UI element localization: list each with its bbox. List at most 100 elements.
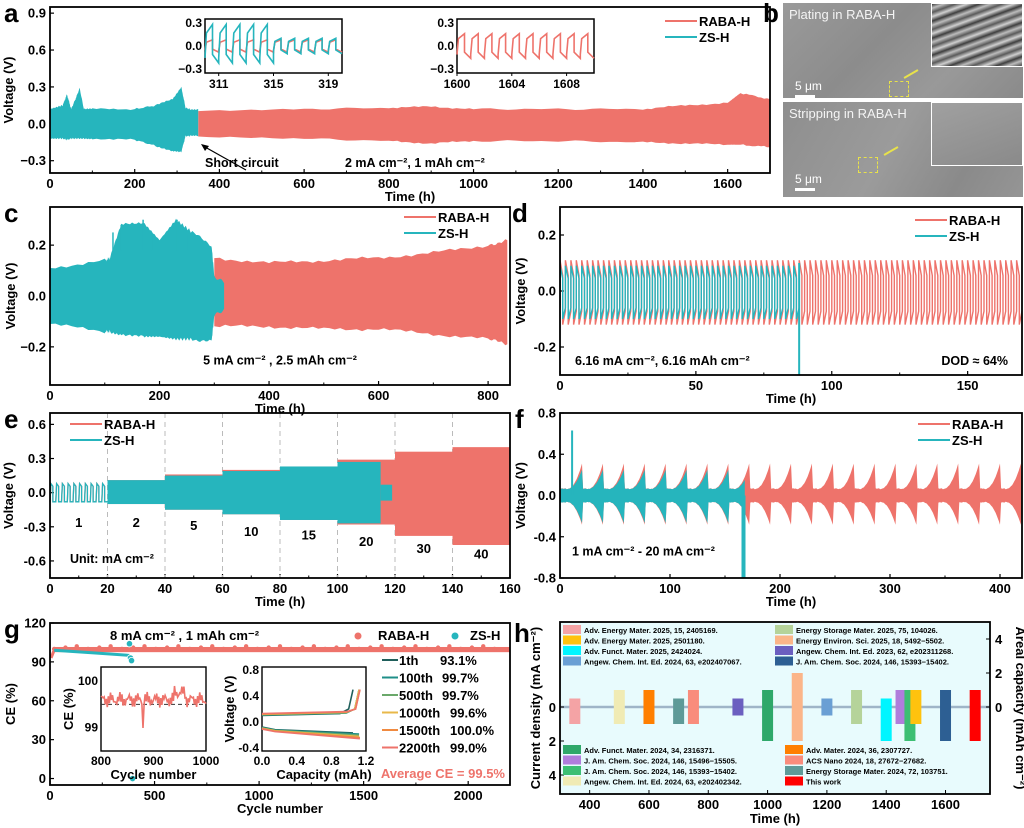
y-tick-label: 0.6 [28,43,46,58]
raba-point [368,645,373,650]
series-raba-h [214,239,508,346]
x-tick-label: 1600 [713,176,742,191]
y-tick-label: -0.8 [534,571,556,586]
raba-point [435,645,441,650]
legend-label: RABA-H [378,628,429,643]
x-tick-label: 1600 [444,77,471,91]
panel-a: 0 200 400 600 800 1000 1200 1400 1600−0.30.00.30… [1,0,771,204]
x-tick-label: 0 [556,581,563,596]
y-tick-label: 30 [32,732,46,747]
plot-frame [559,621,991,795]
zs-failure-drop [741,495,746,578]
sem-arrow [883,146,899,156]
series-raba-h [560,463,1022,525]
x-tick-label: 600 [638,797,660,812]
panel-g: 0 500 1000 1500 2000 0 30 60 90 120 Cycle number CE… [3,614,511,816]
legend-label: RABA-H [438,210,489,225]
curve-legend-label: 2200th [399,741,440,756]
bar [762,690,774,741]
rate-label: 30 [417,541,431,556]
curve-legend-ce: 93.1% [440,653,477,668]
inset-frame [100,666,207,752]
zs-point [125,640,134,648]
annotation-condition: 6.16 mA cm⁻², 6.16 mAh cm⁻² [575,354,750,368]
legend-label: Angew. Chem. Int. Ed. 2024, 63, e2024070… [584,658,742,667]
series-zs-h-segment [280,466,338,520]
legend-label: ZS-H [104,433,134,448]
x-tick-label: 311 [209,77,229,91]
rate-label: 10 [244,524,258,539]
x-tick-label: 1000 [753,797,782,812]
legend-label: ZS-H [949,229,979,244]
x-tick-label: 2000 [454,788,483,803]
zs-point [127,656,136,665]
sem-scale-text: 5 μm [795,172,822,186]
y-tick-label: 0.2 [28,238,46,253]
series-zs-h-segment [380,484,393,501]
sem-stripping-image: Stripping in RABA-H 5 μm [783,102,1023,197]
annotation-average-ce: Average CE = 99.5% [381,766,506,781]
panel-letter-e: e [4,404,18,434]
x-tick-label: 1400 [872,797,901,812]
raba-point [164,645,170,650]
charge-curve [261,689,361,715]
y-tick-label: 0.6 [28,417,46,432]
series-raba-h [198,93,770,148]
legend-label: J. Am. Chem. Soc. 2024, 146, 15393−15402… [584,767,737,776]
sem-scale-bar [795,188,815,191]
annotation-short-circuit: Short circuit [205,156,279,170]
sem-arrow [903,69,919,79]
raba-initial [49,649,56,659]
raba-point [131,645,136,650]
series-zs-h-segment [165,475,223,510]
x-tick-label: 150 [957,378,979,393]
legend-swatch [563,625,581,634]
x-tick-label: 400 [989,581,1011,596]
panel-letter-g: g [4,614,20,644]
y-axis-label: Voltage (V) [1,462,16,529]
x-axis-label: Time (h) [766,391,816,406]
sem-plating-image: Plating in RABA-H 5 μm [783,3,1023,98]
x-axis-label: Capacity (mAh) [276,767,371,782]
y-axis-label: CE (%) [3,683,18,725]
curve-legend-label: 1000th [399,706,440,721]
x-tick-label: 800 [378,176,400,191]
legend-label: Energy Environ. Sci. 2025, 18, 5492−5502… [796,637,944,646]
raba-point [266,645,271,650]
sem-plating-inset [931,3,1023,67]
series-zs-h [50,86,199,153]
raba-point [85,646,91,652]
sem-stripping-inset [931,102,1023,166]
raba-point [210,644,215,649]
x-tick-label: 1000 [245,788,274,803]
y-tick-label: 100 [78,674,98,688]
x-tick-label: 600 [293,176,315,191]
inset-a-1: 311 315 319 0.3 0.0 −0.3 [178,16,343,91]
plot-area [560,260,1022,375]
raba-point [97,645,102,650]
y-tick-label: 99 [85,721,99,735]
series-raba-h [54,646,510,653]
raba-point [63,645,68,650]
x-tick-label: 800 [477,388,499,403]
x-tick-label: 0 [46,788,53,803]
x-tick-label: 315 [263,77,283,91]
y2-tick-label: 0 [995,700,1002,715]
series-zs-h [560,265,800,320]
legend-label: ZS-H [699,30,729,45]
x-tick-label: 60 [215,581,229,596]
panel-d: 0 50 100 150 -0.2 0.0 0.2 Time (h) Voltage (V) d R… [512,198,1023,406]
y-tick-label: 0.8 [538,406,556,421]
bar [613,690,625,724]
x-tick-label: 1400 [628,176,657,191]
sem-roi-box [889,81,909,97]
raba-point [492,646,497,652]
x-tick-label: 600 [368,388,390,403]
raba-point [255,646,260,652]
panel-letter-d: d [512,198,528,228]
legend-label: Energy Storage Mater. 2024, 72, 103751. [806,767,948,776]
inset-g-ce: 800 900 1000 99 100 Cycle number CE (%) [61,666,220,782]
x-tick-label: 100 [821,378,843,393]
curve-legend-ce: 99.6% [450,706,487,721]
